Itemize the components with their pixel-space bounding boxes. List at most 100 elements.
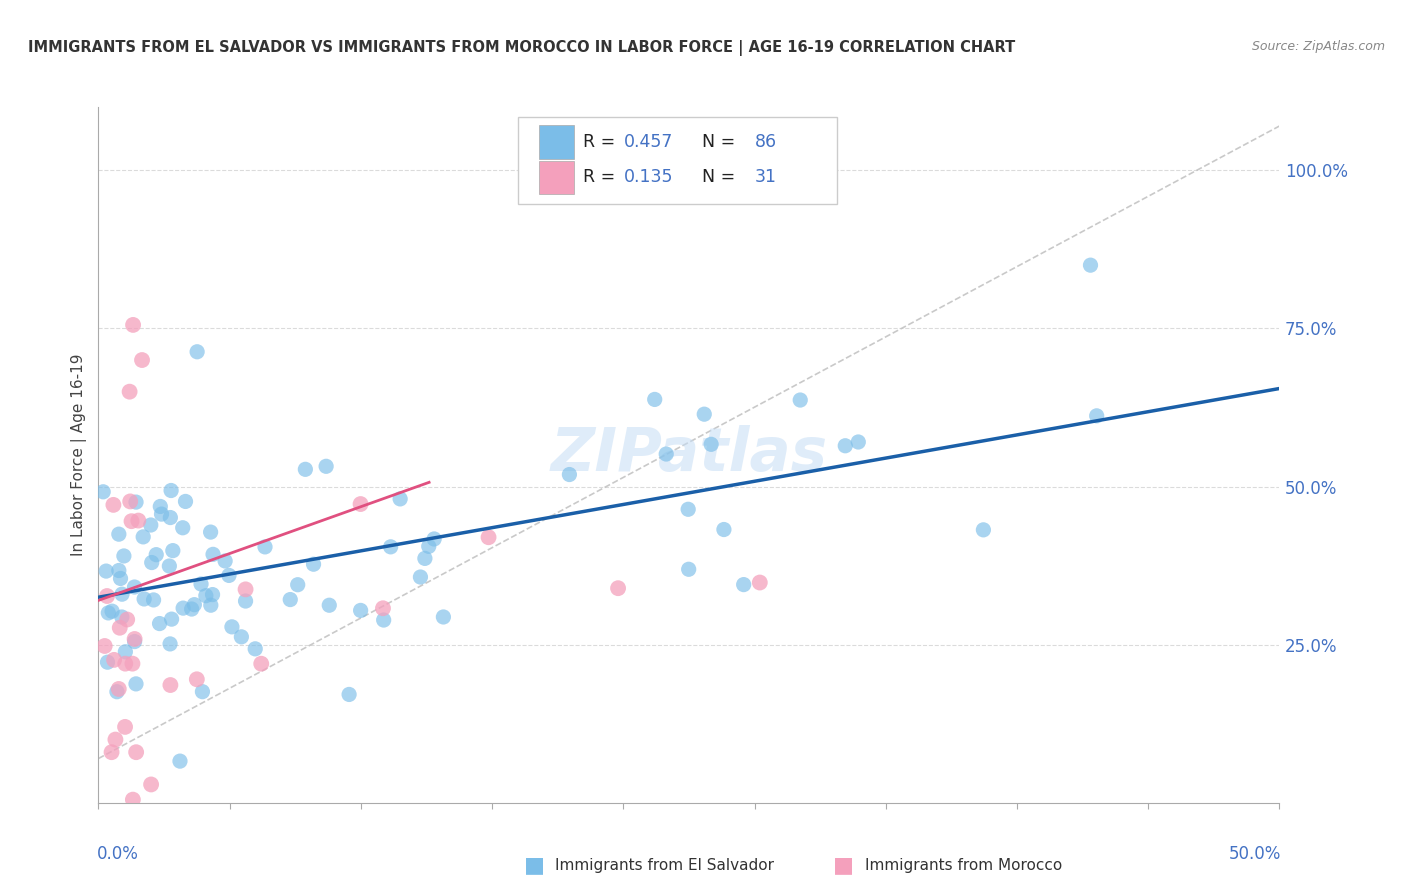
Point (432, 610, 454, 624)
Point (121, 514, 143, 528)
Point (655, 447, 678, 461)
Point (139, 777, 162, 791)
Point (111, 610, 134, 624)
Point (150, 507, 173, 521)
Point (110, 571, 132, 585)
Point (607, 581, 630, 595)
Point (120, 494, 142, 508)
Point (131, 353, 153, 368)
Bar (538, 125, 575, 159)
Text: R =: R = (582, 133, 620, 151)
Point (112, 549, 135, 563)
Point (380, 540, 402, 554)
Text: 0.0%: 0.0% (97, 845, 139, 863)
Point (159, 637, 181, 651)
Point (114, 645, 136, 659)
Text: N =: N = (692, 169, 741, 186)
Point (100, 745, 122, 759)
Point (558, 467, 581, 482)
Point (124, 632, 146, 646)
Point (409, 570, 432, 584)
Point (389, 491, 412, 506)
Point (676, 502, 699, 516)
Point (200, 598, 222, 612)
Point (160, 483, 183, 498)
Point (200, 525, 222, 540)
Point (162, 543, 184, 558)
Point (125, 745, 148, 759)
Point (1080, 258, 1102, 272)
Point (97, 606, 120, 620)
Point (149, 500, 172, 514)
Point (93, 639, 115, 653)
Point (159, 678, 181, 692)
Text: 0.135: 0.135 (624, 169, 673, 186)
Point (157, 559, 180, 574)
Text: ■: ■ (524, 855, 544, 875)
Point (278, 592, 301, 607)
Point (180, 602, 202, 616)
Point (287, 578, 309, 592)
Point (124, 580, 146, 594)
Point (172, 601, 194, 615)
Y-axis label: In Labor Force | Age 16-19: In Labor Force | Age 16-19 (72, 353, 87, 557)
Point (132, 530, 155, 544)
Point (235, 594, 257, 608)
Point (373, 613, 395, 627)
Point (101, 604, 124, 618)
Point (122, 318, 145, 332)
Point (250, 657, 273, 671)
Point (91, 484, 114, 499)
Point (423, 532, 446, 546)
Point (96, 589, 118, 603)
Point (169, 754, 191, 768)
Text: N =: N = (692, 133, 741, 151)
Point (231, 630, 253, 644)
Point (418, 540, 440, 554)
Point (183, 598, 205, 612)
Point (159, 510, 181, 524)
Point (103, 498, 125, 512)
Point (318, 599, 340, 613)
Text: 50.0%: 50.0% (1229, 845, 1281, 863)
Point (218, 568, 240, 582)
Point (104, 732, 127, 747)
Point (349, 497, 371, 511)
Point (693, 407, 716, 421)
Point (103, 653, 125, 667)
Point (186, 673, 208, 687)
Text: 0.457: 0.457 (624, 133, 673, 151)
Point (127, 514, 149, 528)
Point (124, 634, 146, 648)
Point (108, 564, 131, 578)
Point (96, 564, 118, 578)
Point (834, 439, 856, 453)
Point (148, 616, 170, 631)
Point (122, 792, 145, 806)
Point (160, 612, 183, 626)
Point (125, 495, 148, 509)
Point (172, 521, 194, 535)
Point (186, 344, 208, 359)
Point (235, 582, 257, 597)
Point (1085, 409, 1108, 423)
Point (302, 558, 325, 572)
Point (245, 641, 267, 656)
Point (700, 437, 723, 451)
Point (748, 575, 770, 590)
Point (118, 384, 141, 399)
Point (111, 587, 134, 601)
Point (972, 523, 994, 537)
Point (174, 494, 197, 508)
Point (125, 677, 148, 691)
Point (221, 620, 243, 634)
Point (733, 577, 755, 591)
Text: Immigrants from El Salvador: Immigrants from El Salvador (555, 858, 775, 872)
Text: ■: ■ (834, 855, 853, 875)
Point (371, 601, 394, 615)
Point (142, 593, 165, 607)
Point (202, 547, 225, 561)
Text: Immigrants from Morocco: Immigrants from Morocco (865, 858, 1062, 872)
Point (115, 613, 138, 627)
Point (108, 527, 131, 541)
